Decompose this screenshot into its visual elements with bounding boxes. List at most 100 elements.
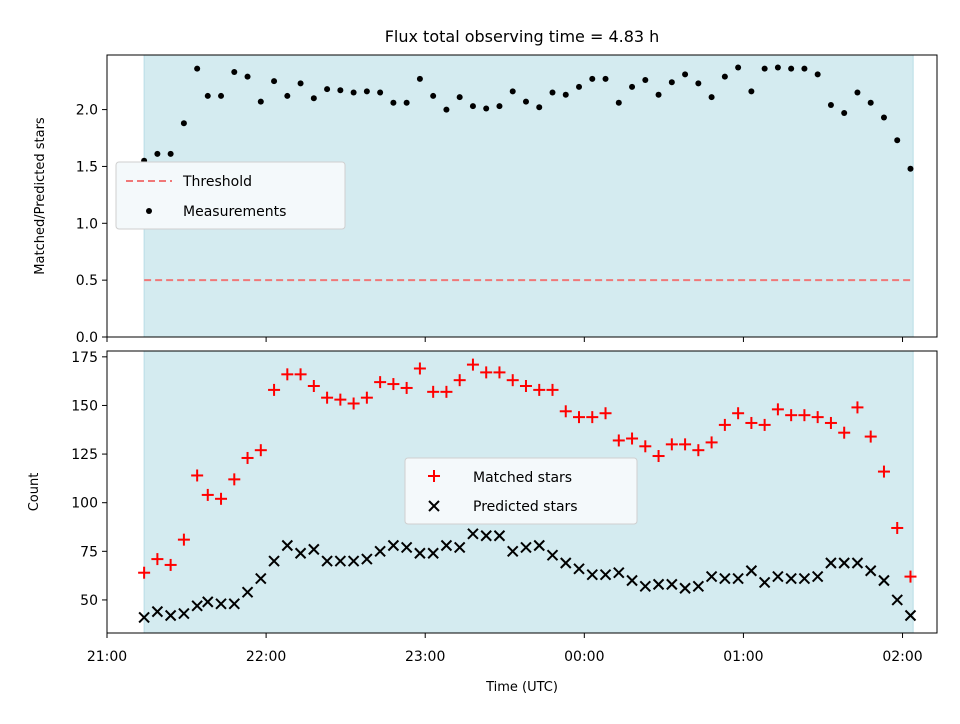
predicted-star-point <box>427 547 439 559</box>
legend-matched-sample <box>428 470 440 482</box>
predicted-star-point <box>255 572 267 585</box>
predicted-star-point <box>758 576 771 589</box>
predicted-star-point <box>334 555 347 567</box>
predicted-star-point <box>825 557 837 569</box>
x-b <box>586 568 598 581</box>
predicted-star-point <box>864 565 877 577</box>
matched-star-point <box>758 418 771 431</box>
measurement-point <box>814 71 821 78</box>
x-b <box>428 500 440 512</box>
measurement-point <box>536 104 543 111</box>
x-b <box>891 594 903 606</box>
x-b <box>652 578 665 591</box>
measurement-point <box>549 89 556 96</box>
matched-star-point <box>864 430 877 443</box>
predicted-star-point <box>851 557 864 569</box>
matched-star-point <box>228 473 241 486</box>
matched-star-point <box>877 465 890 478</box>
matched-star-point <box>573 411 586 424</box>
measurement-point <box>695 80 702 87</box>
predicted-star-point <box>891 594 903 606</box>
x-b <box>520 541 532 554</box>
matched-star-point <box>665 438 678 451</box>
measurement-point <box>483 105 490 112</box>
matched-star-point <box>559 405 572 418</box>
matched-star-point <box>374 376 387 389</box>
predicted-star-point <box>453 541 466 554</box>
measurement-point <box>271 78 278 85</box>
matched-star-point <box>718 418 731 431</box>
x-b <box>308 543 320 556</box>
top-x-ticks <box>106 337 904 342</box>
measurement-point <box>324 86 331 93</box>
top-panel: 0.0 0.5 1.0 1.5 2.0 Flux total observing tim… <box>33 27 938 346</box>
top-y-label: Matched/Predicted stars <box>33 117 48 275</box>
bottom-x-tick-label: 01:00 <box>723 649 763 665</box>
predicted-star-point <box>480 530 492 542</box>
measurement-point <box>167 150 174 157</box>
measurement-point <box>363 88 370 95</box>
measurement-point <box>180 120 187 127</box>
measurement-point <box>854 89 861 96</box>
measurement-point <box>602 75 609 82</box>
predicted-star-point <box>692 580 705 593</box>
measurement-point <box>708 94 715 101</box>
top-y-axis: 0.0 0.5 1.0 1.5 2.0 <box>76 103 107 346</box>
measurement-point <box>735 64 742 71</box>
matched-star-point <box>268 383 281 396</box>
matched-star-point <box>413 362 426 375</box>
predicted-star-point <box>732 572 744 585</box>
legend-threshold-label: Threshold <box>182 174 252 190</box>
matched-star-point <box>191 469 204 482</box>
matched-star-point <box>493 366 506 379</box>
predicted-star-point <box>374 545 386 558</box>
matched-star-point <box>480 366 493 379</box>
predicted-star-point <box>838 557 850 569</box>
matched-star-point <box>201 488 214 501</box>
measurement-point <box>443 106 450 113</box>
x-b <box>215 598 227 610</box>
x-b <box>241 586 254 598</box>
bottom-x-tick-label: 23:00 <box>405 649 445 665</box>
predicted-star-point <box>467 528 479 540</box>
bottom-x-tick-label: 22:00 <box>246 649 286 665</box>
x-b <box>281 539 294 552</box>
measurement-point <box>867 99 874 106</box>
measurement-point <box>509 88 516 95</box>
chart-title: Flux total observing time = 4.83 h <box>385 27 660 46</box>
bottom-x-tick-label: 21:00 <box>87 649 127 665</box>
x-b <box>427 547 439 559</box>
x-b <box>228 598 240 610</box>
bottom-y-tick-label: 125 <box>71 447 98 463</box>
x-b <box>626 574 638 587</box>
legend-predicted-label: Predicted stars <box>473 499 578 515</box>
matched-star-point <box>771 403 784 416</box>
predicted-star-point <box>281 539 294 552</box>
x-b <box>666 578 678 591</box>
x-b <box>164 609 177 622</box>
top-y-tick-label: 0.5 <box>76 273 98 289</box>
matched-star-point <box>466 358 479 371</box>
x-b <box>785 572 797 585</box>
measurement-point <box>297 80 304 87</box>
matched-star-point <box>334 393 347 406</box>
x-b <box>705 570 718 583</box>
measurement-point <box>284 92 291 99</box>
matched-star-point <box>321 391 334 404</box>
predicted-star-point <box>878 574 890 587</box>
matched-star-point <box>427 385 440 398</box>
bottom-x-tick-label: 02:00 <box>882 649 922 665</box>
top-legend-box <box>115 161 346 230</box>
legend-measurements-label: Measurements <box>183 204 286 220</box>
top-legend: Threshold Measurements <box>115 161 346 230</box>
matched-star-point <box>400 381 413 394</box>
measurement-point <box>774 64 781 71</box>
measurement-point <box>194 65 201 72</box>
matched-star-point <box>453 374 466 387</box>
matched-star-point <box>586 411 599 424</box>
predicted-star-point <box>626 574 638 587</box>
matched-star-point <box>241 451 254 464</box>
x-b <box>138 611 150 624</box>
x-b <box>294 547 307 559</box>
